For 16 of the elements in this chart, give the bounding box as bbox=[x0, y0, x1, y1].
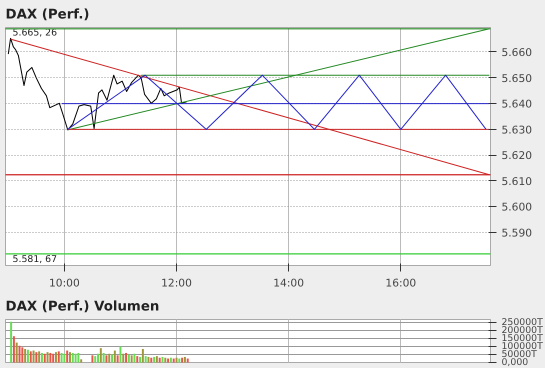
chart-title: DAX (Perf.) Volumen bbox=[6, 300, 160, 314]
y-tick-label: 5.630 bbox=[502, 123, 532, 136]
y-tick-label: 5.620 bbox=[502, 149, 532, 162]
y-tick-label: 0,000 bbox=[502, 357, 528, 368]
x-tick-label: 12:00 bbox=[161, 276, 192, 290]
y-tick-label: 5.640 bbox=[502, 98, 532, 111]
y-tick-label: 5.610 bbox=[502, 174, 532, 188]
annotation: 5.581, 67 bbox=[12, 254, 58, 265]
y-tick-label: 5.650 bbox=[502, 72, 532, 85]
chart-title: DAX (Perf.) bbox=[6, 8, 90, 22]
y-tick-label: 5.660 bbox=[502, 46, 532, 59]
y-tick-label: 5.590 bbox=[502, 226, 532, 240]
x-tick-label: 14:00 bbox=[273, 276, 304, 290]
x-tick-label: 16:00 bbox=[385, 276, 416, 290]
y-tick-label: 5.600 bbox=[502, 200, 532, 214]
x-tick-label: 10:00 bbox=[49, 276, 80, 290]
